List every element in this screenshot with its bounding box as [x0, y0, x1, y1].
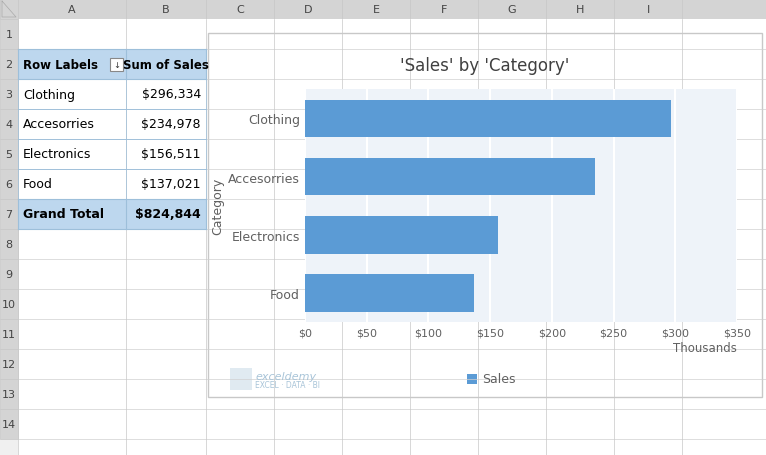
Text: 4: 4 — [5, 120, 12, 130]
Text: $824,844: $824,844 — [136, 208, 201, 221]
Text: Grand Total: Grand Total — [23, 208, 104, 221]
Bar — [0, 229, 18, 259]
Text: 14: 14 — [2, 419, 16, 429]
Bar — [467, 374, 477, 384]
Text: 12: 12 — [2, 359, 16, 369]
Text: 11: 11 — [2, 329, 16, 339]
Text: 3: 3 — [5, 90, 12, 100]
Text: EXCEL · DATA · BI: EXCEL · DATA · BI — [255, 380, 320, 389]
Text: 9: 9 — [5, 269, 12, 279]
Bar — [305, 274, 474, 312]
Text: 7: 7 — [5, 210, 12, 219]
Text: Food: Food — [23, 178, 53, 191]
Bar — [0, 289, 18, 319]
Text: Sum of Sales: Sum of Sales — [123, 58, 209, 71]
Bar — [110, 58, 123, 71]
Bar — [0, 319, 18, 349]
Bar — [305, 216, 498, 254]
Bar — [0, 349, 18, 379]
Bar — [342, 0, 410, 20]
Bar — [208, 33, 762, 397]
Text: 10: 10 — [2, 299, 16, 309]
Text: D: D — [304, 5, 313, 15]
Bar — [126, 0, 206, 20]
Text: E: E — [372, 5, 379, 15]
Text: Thousands: Thousands — [673, 342, 737, 354]
Text: 2: 2 — [5, 60, 12, 70]
Bar — [614, 0, 682, 20]
Text: Electronics: Electronics — [23, 148, 91, 161]
Bar — [230, 368, 252, 390]
Text: ↓: ↓ — [113, 61, 120, 69]
Text: Row Labels: Row Labels — [23, 58, 98, 71]
Text: Sales: Sales — [482, 373, 516, 385]
Text: 1: 1 — [5, 30, 12, 40]
Bar — [18, 200, 206, 229]
Bar — [0, 259, 18, 289]
Text: $156,511: $156,511 — [142, 148, 201, 161]
Text: I: I — [647, 5, 650, 15]
Bar — [305, 158, 595, 196]
Text: 'Sales' by 'Category': 'Sales' by 'Category' — [401, 57, 570, 75]
Text: $137,021: $137,021 — [142, 178, 201, 191]
Bar — [0, 110, 18, 140]
Text: Accesorries: Accesorries — [23, 118, 95, 131]
Text: 8: 8 — [5, 239, 12, 249]
Text: $234,978: $234,978 — [142, 118, 201, 131]
Text: H: H — [576, 5, 584, 15]
Bar — [478, 0, 546, 20]
Text: C: C — [236, 5, 244, 15]
Bar — [0, 0, 18, 20]
Text: Clothing: Clothing — [23, 88, 75, 101]
Bar — [0, 170, 18, 200]
Text: B: B — [162, 5, 170, 15]
Bar — [18, 50, 206, 80]
Bar — [410, 0, 478, 20]
Text: G: G — [508, 5, 516, 15]
Text: 5: 5 — [5, 150, 12, 160]
Bar — [0, 379, 18, 409]
Bar — [206, 0, 274, 20]
Bar — [0, 140, 18, 170]
Bar — [274, 0, 342, 20]
Bar — [18, 0, 126, 20]
Bar — [305, 101, 671, 138]
Bar — [0, 200, 18, 229]
Text: A: A — [68, 5, 76, 15]
Bar — [0, 80, 18, 110]
Bar — [0, 0, 766, 20]
Bar — [0, 20, 18, 50]
Bar — [546, 0, 614, 20]
Text: 13: 13 — [2, 389, 16, 399]
Bar — [0, 50, 18, 80]
Bar — [0, 409, 18, 439]
Text: $296,334: $296,334 — [142, 88, 201, 101]
Y-axis label: Category: Category — [211, 177, 224, 235]
Text: 6: 6 — [5, 180, 12, 190]
Text: exceldemy: exceldemy — [255, 371, 316, 381]
Text: F: F — [440, 5, 447, 15]
